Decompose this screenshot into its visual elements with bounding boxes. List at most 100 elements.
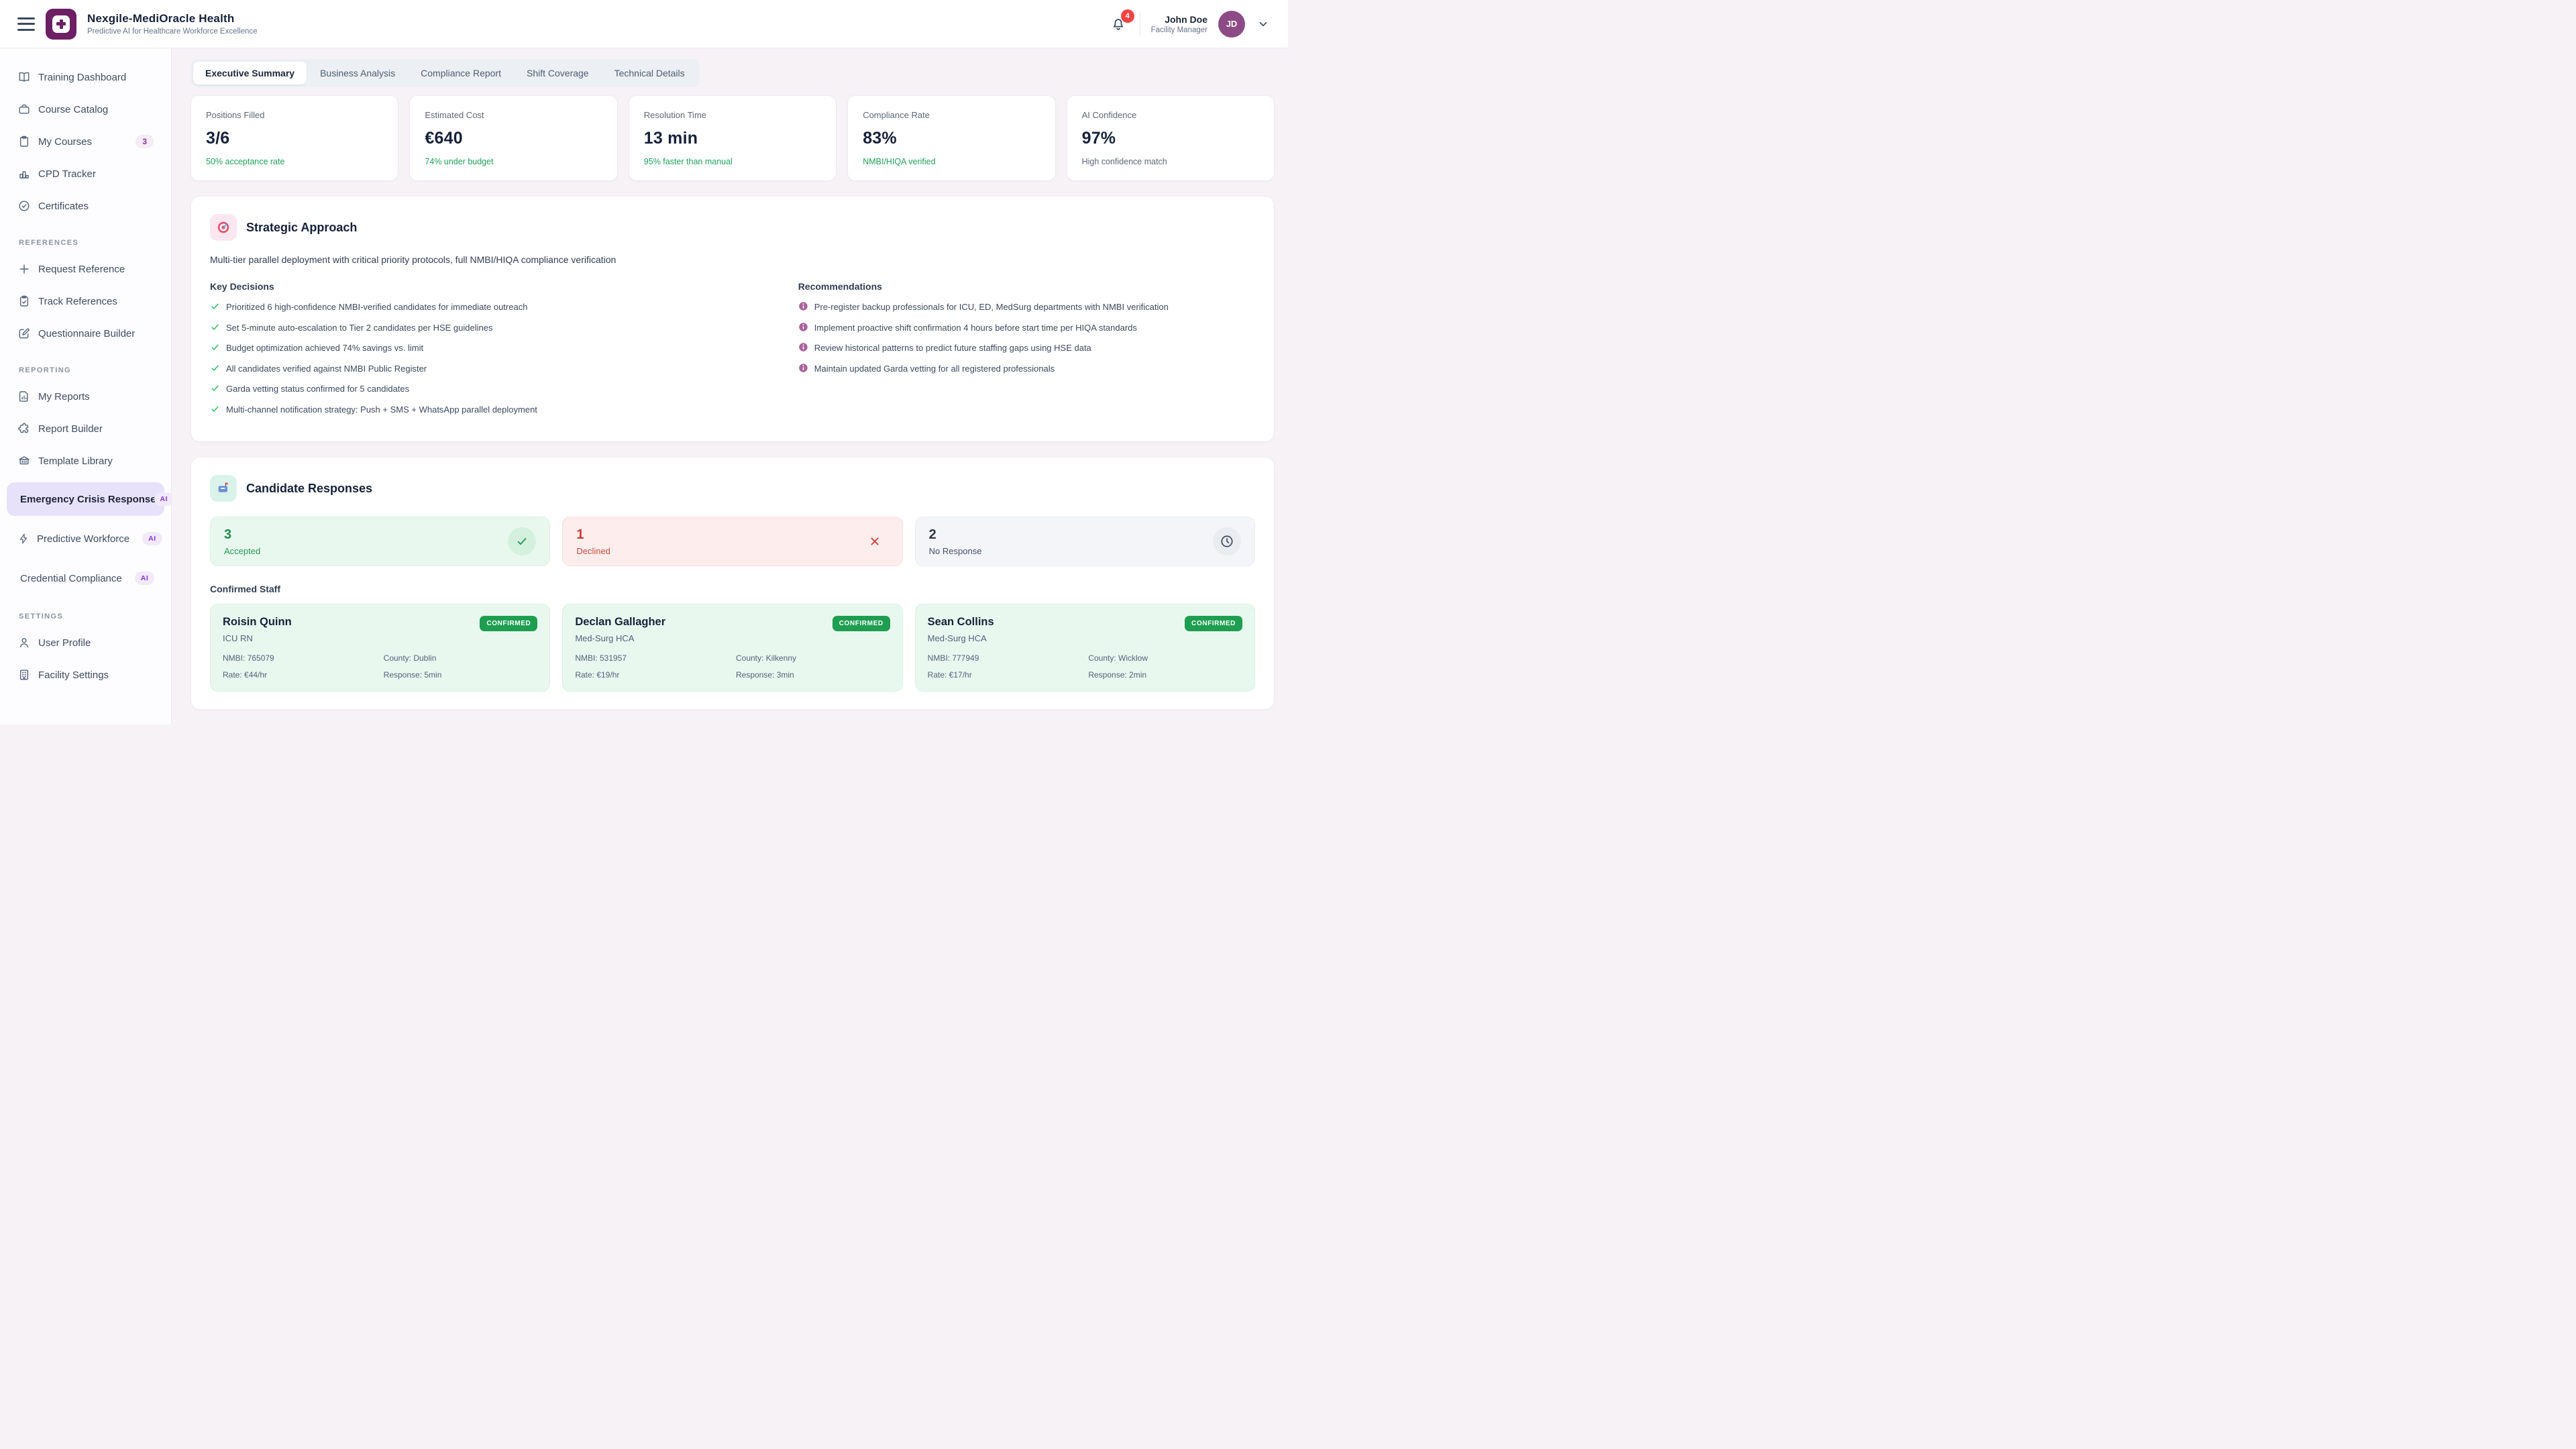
declined-label: Declined: [576, 545, 610, 556]
sidebar-group-references: REFERENCES: [19, 239, 79, 247]
stat-value: 13 min: [643, 129, 698, 148]
sidebar-item-label: Emergency Crisis Response: [20, 493, 156, 505]
no-response-count: 2: [928, 527, 936, 542]
sidebar-item-user-profile[interactable]: User Profile: [7, 627, 164, 658]
ai-badge: AI: [142, 532, 162, 545]
sidebar-item-label: Report Builder: [38, 423, 103, 435]
sidebar-group-settings: SETTINGS: [19, 612, 64, 621]
check-circle-icon: [508, 527, 537, 556]
list-item: Prioritized 6 high-confidence NMBI-verif…: [210, 301, 769, 313]
briefcase-icon: [17, 103, 31, 116]
staff-rate: Rate: €17/hr: [927, 670, 972, 680]
list-item-text: Review historical patterns to predict fu…: [814, 343, 1091, 354]
staff-nmbi: NMBI: 777949: [927, 653, 979, 663]
recommendations-list: Pre-register backup professionals for IC…: [798, 301, 1255, 374]
ai-badge: AI: [154, 492, 171, 506]
sidebar-item-emergency-crisis-response[interactable]: Emergency Crisis Response AI: [7, 482, 171, 516]
staff-response-time: Response: 2min: [1088, 670, 1147, 680]
sidebar-item-my-courses[interactable]: My Courses 3: [7, 126, 164, 157]
tab-executive-summary[interactable]: Executive Summary: [193, 62, 307, 85]
sidebar-item-training-dashboard[interactable]: Training Dashboard: [7, 62, 164, 93]
stat-value: 97%: [1081, 129, 1116, 148]
sidebar-item-predictive-workforce[interactable]: Predictive Workforce AI: [7, 522, 164, 555]
stat-card-resolution-time: Resolution Time 13 min 95% faster than m…: [628, 95, 837, 181]
staff-card: Roisin Quinn ICU RN CONFIRMED NMBI: 7650…: [210, 604, 551, 692]
staff-county: County: Kilkenny: [735, 653, 797, 663]
info-icon: [798, 322, 808, 332]
app-root: Nexgile-MediOracle Health Predictive AI …: [0, 0, 1288, 724]
staff-nmbi: NMBI: 765079: [223, 653, 274, 663]
stat-card-positions-filled: Positions Filled 3/6 50% acceptance rate: [191, 95, 399, 181]
strategy-columns: Key Decisions Prioritized 6 high-confide…: [210, 281, 1255, 424]
user-menu-button[interactable]: [1256, 17, 1271, 32]
stat-subtext: NMBI/HIQA verified: [863, 157, 936, 166]
app-title: Nexgile-MediOracle Health: [87, 12, 235, 25]
key-decisions-column: Key Decisions Prioritized 6 high-confide…: [210, 281, 769, 424]
sidebar-item-course-catalog[interactable]: Course Catalog: [7, 94, 164, 125]
stat-card-estimated-cost: Estimated Cost €640 74% under budget: [409, 95, 618, 181]
badge-check-icon: [17, 199, 31, 213]
notifications-button[interactable]: 4: [1108, 9, 1134, 35]
sidebar-item-label: Training Dashboard: [38, 71, 127, 83]
tab-business-analysis[interactable]: Business Analysis: [308, 62, 407, 85]
declined-stats: 1 Declined: [576, 527, 610, 556]
staff-card-header: Declan Gallagher Med-Surg HCA CONFIRMED: [575, 616, 890, 643]
stat-subtext: 74% under budget: [425, 157, 494, 166]
sidebar-item-template-library[interactable]: Template Library: [7, 445, 164, 476]
sidebar-item-facility-settings[interactable]: Facility Settings: [7, 659, 164, 690]
app-header: Nexgile-MediOracle Health Predictive AI …: [0, 0, 1288, 48]
status-badge: CONFIRMED: [480, 616, 538, 632]
stat-label: Compliance Rate: [863, 110, 930, 120]
sidebar-item-cpd-tracker[interactable]: CPD Tracker: [7, 158, 164, 189]
document-chart-icon: [17, 390, 31, 403]
strategic-approach-section: Strategic Approach Multi-tier parallel d…: [191, 196, 1275, 443]
check-icon: [210, 342, 220, 352]
check-icon: [210, 383, 220, 393]
stat-card-ai-confidence: AI Confidence 97% High confidence match: [1066, 95, 1275, 181]
main-content: Executive Summary Business Analysis Comp…: [172, 48, 1288, 724]
tab-compliance-report[interactable]: Compliance Report: [409, 62, 513, 85]
sidebar-item-report-builder[interactable]: Report Builder: [7, 413, 164, 444]
stat-subtext: High confidence match: [1081, 157, 1167, 166]
sidebar-item-questionnaire-builder[interactable]: Questionnaire Builder: [7, 318, 164, 349]
section-header: Candidate Responses: [210, 475, 1255, 502]
sidebar-item-label: Certificates: [38, 200, 89, 212]
tab-shift-coverage[interactable]: Shift Coverage: [515, 62, 601, 85]
list-item-text: Multi-channel notification strategy: Pus…: [226, 404, 537, 415]
header-right: 4 John Doe Facility Manager JD: [1108, 9, 1271, 38]
list-item-text: Implement proactive shift confirmation 4…: [814, 322, 1137, 333]
candidate-responses-section: Candidate Responses 3 Accepted 1 Decline…: [191, 457, 1275, 710]
info-icon: [798, 363, 808, 373]
staff-name: Sean Collins: [927, 616, 994, 629]
stat-value: 3/6: [206, 129, 230, 148]
x-icon: [861, 527, 889, 555]
list-item: Multi-channel notification strategy: Pus…: [210, 404, 769, 416]
menu-button[interactable]: [17, 17, 35, 31]
sidebar-item-credential-compliance[interactable]: Credential Compliance AI: [7, 561, 164, 595]
building-icon: [17, 668, 31, 682]
tab-bar: Executive Summary Business Analysis Comp…: [191, 59, 700, 87]
accepted-stats: 3 Accepted: [224, 527, 260, 556]
key-decisions-list: Prioritized 6 high-confidence NMBI-verif…: [210, 301, 769, 415]
list-item-text: Prioritized 6 high-confidence NMBI-verif…: [226, 302, 528, 312]
staff-role: Med-Surg HCA: [927, 633, 987, 644]
sidebar: Training Dashboard Course Catalog My Cou…: [0, 48, 172, 724]
no-response-label: No Response: [928, 545, 982, 556]
header-left: Nexgile-MediOracle Health Predictive AI …: [17, 8, 258, 40]
tab-technical-details[interactable]: Technical Details: [602, 62, 697, 85]
sidebar-item-request-reference[interactable]: Request Reference: [7, 254, 164, 284]
avatar[interactable]: JD: [1218, 10, 1245, 38]
sidebar-item-label: Credential Compliance: [20, 572, 122, 584]
sidebar-item-label: Facility Settings: [38, 669, 109, 681]
check-icon: [210, 363, 220, 373]
sidebar-item-certificates[interactable]: Certificates: [7, 191, 164, 221]
sidebar-item-track-references[interactable]: Track References: [7, 286, 164, 317]
check-icon: [210, 322, 220, 332]
medical-cross-icon: [52, 15, 70, 33]
ai-badge: AI: [134, 572, 155, 585]
accepted-label: Accepted: [224, 545, 261, 556]
list-item-text: Set 5-minute auto-escalation to Tier 2 c…: [226, 322, 493, 333]
section-title: Candidate Responses: [246, 481, 373, 495]
sidebar-item-my-reports[interactable]: My Reports: [7, 381, 164, 412]
sidebar-item-label: CPD Tracker: [38, 168, 96, 180]
